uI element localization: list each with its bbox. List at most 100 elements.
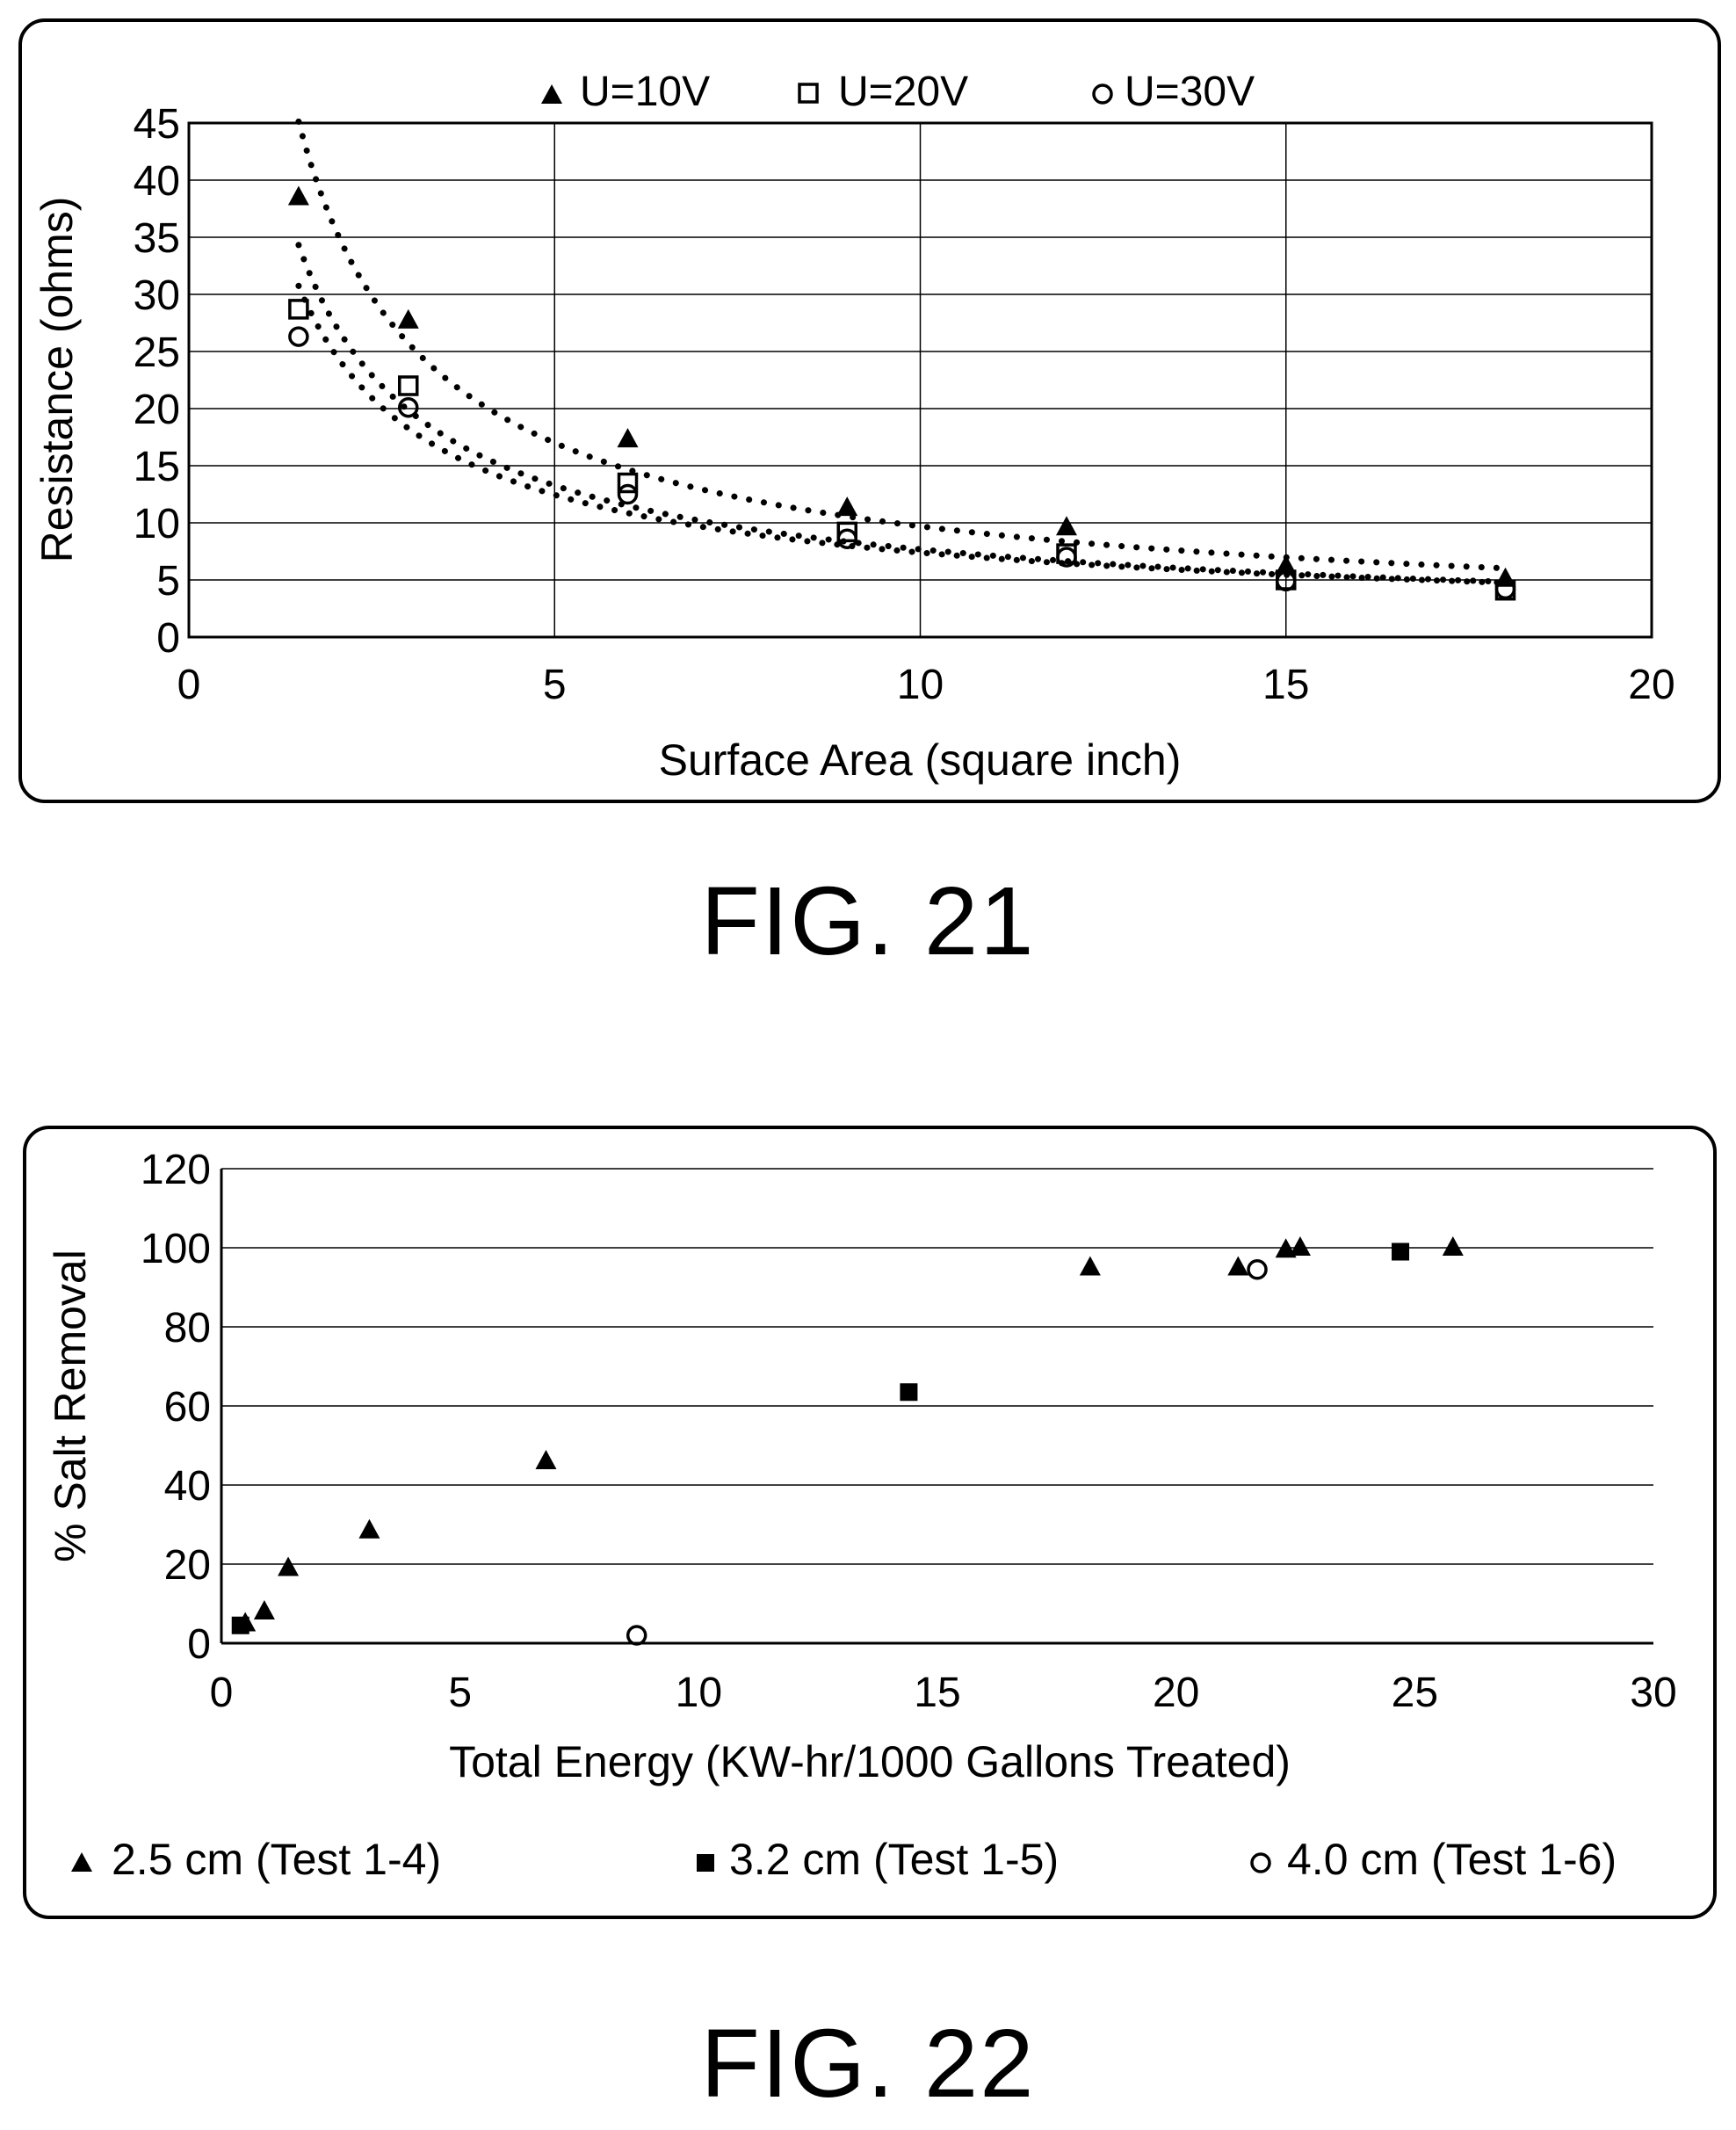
- y-tick-label: 20: [134, 387, 180, 433]
- chart-frame: [18, 18, 1721, 803]
- y-tick-labels: 0 5 10 15 20 25 30 35 40 45: [134, 101, 180, 662]
- x-tick-label: 5: [448, 1670, 472, 1716]
- x-tick-labels: 0 5 10 15 20: [177, 662, 1675, 708]
- y-tick-label: 40: [134, 158, 180, 205]
- y-tick-label: 100: [141, 1226, 211, 1272]
- legend: 2.5 cm (Test 1-4) 3.2 cm (Test 1-5) 4.0 …: [71, 1835, 1617, 1884]
- filled-triangle-icon: [71, 1852, 92, 1872]
- data-point: [397, 308, 419, 329]
- y-tick-label: 40: [164, 1463, 211, 1510]
- y-tick-label: 80: [164, 1305, 211, 1351]
- data-point: [1289, 1236, 1311, 1256]
- data-point: [1056, 547, 1077, 568]
- figure-caption-fig21: FIG. 21: [700, 867, 1036, 975]
- x-tick-label: 10: [897, 662, 944, 708]
- data-point: [617, 472, 639, 494]
- data-point: [836, 521, 857, 543]
- plot-area-border: [187, 121, 1653, 639]
- x-tick-label: 10: [676, 1670, 722, 1716]
- legend-item-test-1-5: 3.2 cm (Test 1-5): [697, 1835, 1059, 1884]
- open-circle-icon: [1092, 83, 1113, 105]
- y-tick-label: 35: [134, 215, 180, 262]
- legend-label: 2.5 cm (Test 1-4): [112, 1835, 441, 1884]
- data-point: [1079, 1256, 1101, 1276]
- data-point: [535, 1450, 557, 1469]
- trendline-series-2: [295, 242, 1508, 585]
- y-tick-label: 15: [134, 444, 180, 490]
- x-tick-label: 20: [1153, 1670, 1199, 1716]
- data-point: [836, 496, 858, 517]
- legend-item-u30: U=30V: [1092, 69, 1255, 115]
- y-tick-label: 45: [134, 101, 180, 148]
- legend-label: 3.2 cm (Test 1-5): [729, 1835, 1059, 1884]
- legend-item-test-1-4: 2.5 cm (Test 1-4): [71, 1835, 441, 1884]
- x-tick-label: 15: [1262, 662, 1309, 708]
- legend-label: 4.0 cm (Test 1-6): [1287, 1835, 1617, 1884]
- data-point: [287, 185, 309, 206]
- y-tick-label: 25: [134, 330, 180, 376]
- data-point: [398, 375, 419, 396]
- x-tick-labels: 0 5 10 15 20 25 30: [210, 1670, 1677, 1716]
- legend-item-u20: U=20V: [798, 69, 968, 115]
- y-axis-label: % Salt Removal: [46, 1250, 95, 1562]
- data-point: [1276, 570, 1297, 592]
- y-tick-label: 5: [156, 558, 180, 605]
- x-tick-label: 0: [210, 1670, 234, 1716]
- legend-item-test-1-6: 4.0 cm (Test 1-6): [1250, 1835, 1617, 1884]
- data-point: [1247, 1259, 1268, 1280]
- x-tick-label: 5: [543, 662, 567, 708]
- open-circle-icon: [1250, 1852, 1271, 1873]
- y-tick-label: 20: [164, 1542, 211, 1589]
- data-point: [900, 1383, 918, 1402]
- legend-item-u10: U=10V: [541, 69, 710, 115]
- data-point: [358, 1518, 380, 1539]
- data-point: [1275, 1238, 1297, 1258]
- y-tick-label: 0: [187, 1621, 211, 1668]
- x-axis-label: Total Energy (KW-hr/1000 Gallons Treated…: [449, 1737, 1291, 1786]
- data-point: [626, 1625, 647, 1646]
- data-point: [1442, 1236, 1464, 1256]
- trendline-series-1: [295, 118, 1508, 572]
- chart-frame: [23, 1126, 1717, 1919]
- data-points: [231, 1236, 1464, 1646]
- legend: U=10V U=20V U=30V: [541, 69, 1255, 115]
- open-square-icon: [798, 83, 819, 104]
- data-point: [1392, 1242, 1410, 1261]
- y-tick-label: 10: [134, 501, 180, 547]
- data-point: [1056, 516, 1077, 536]
- x-tick-label: 30: [1630, 1670, 1676, 1716]
- y-tick-label: 30: [134, 272, 180, 319]
- chart-fig22: 0 20 40 60 80 100 120 0 5 10 15 20 25 30 Total Energ…: [23, 1126, 1717, 1919]
- trendlines: [295, 118, 1508, 586]
- y-tick-label: 60: [164, 1384, 211, 1431]
- data-point: [1275, 554, 1297, 575]
- filled-square-icon: [697, 1854, 714, 1872]
- y-tick-label: 0: [156, 615, 180, 662]
- data-point: [278, 1556, 300, 1576]
- data-point: [1227, 1256, 1249, 1276]
- data-points: [287, 185, 1516, 601]
- trendline-series-3: [295, 282, 1508, 586]
- gridlines: [221, 1168, 1653, 1565]
- data-point: [231, 1616, 250, 1634]
- legend-label: U=30V: [1125, 69, 1255, 115]
- x-tick-label: 20: [1628, 662, 1675, 708]
- legend-label: U=10V: [580, 69, 710, 115]
- x-tick-label: 15: [914, 1670, 960, 1716]
- y-axis-label: Resistance (ohms): [33, 197, 82, 563]
- data-point: [398, 396, 419, 418]
- y-tick-label: 120: [141, 1147, 211, 1193]
- data-point: [836, 528, 857, 549]
- x-tick-label: 25: [1392, 1670, 1438, 1716]
- data-point: [617, 428, 639, 448]
- x-tick-label: 0: [177, 662, 201, 708]
- figure-caption-fig22: FIG. 22: [700, 2010, 1036, 2118]
- data-point: [288, 326, 309, 347]
- data-point: [253, 1600, 275, 1619]
- filled-triangle-icon: [541, 84, 562, 104]
- x-axis-label: Surface Area (square inch): [659, 735, 1182, 785]
- y-tick-labels: 0 20 40 60 80 100 120: [141, 1147, 211, 1668]
- chart-fig21: 0 5 10 15 20 25 30 35 40 45 0 5 10 15 20 U=10V U=20V …: [18, 18, 1721, 803]
- data-point: [288, 299, 309, 320]
- data-point: [1494, 578, 1516, 600]
